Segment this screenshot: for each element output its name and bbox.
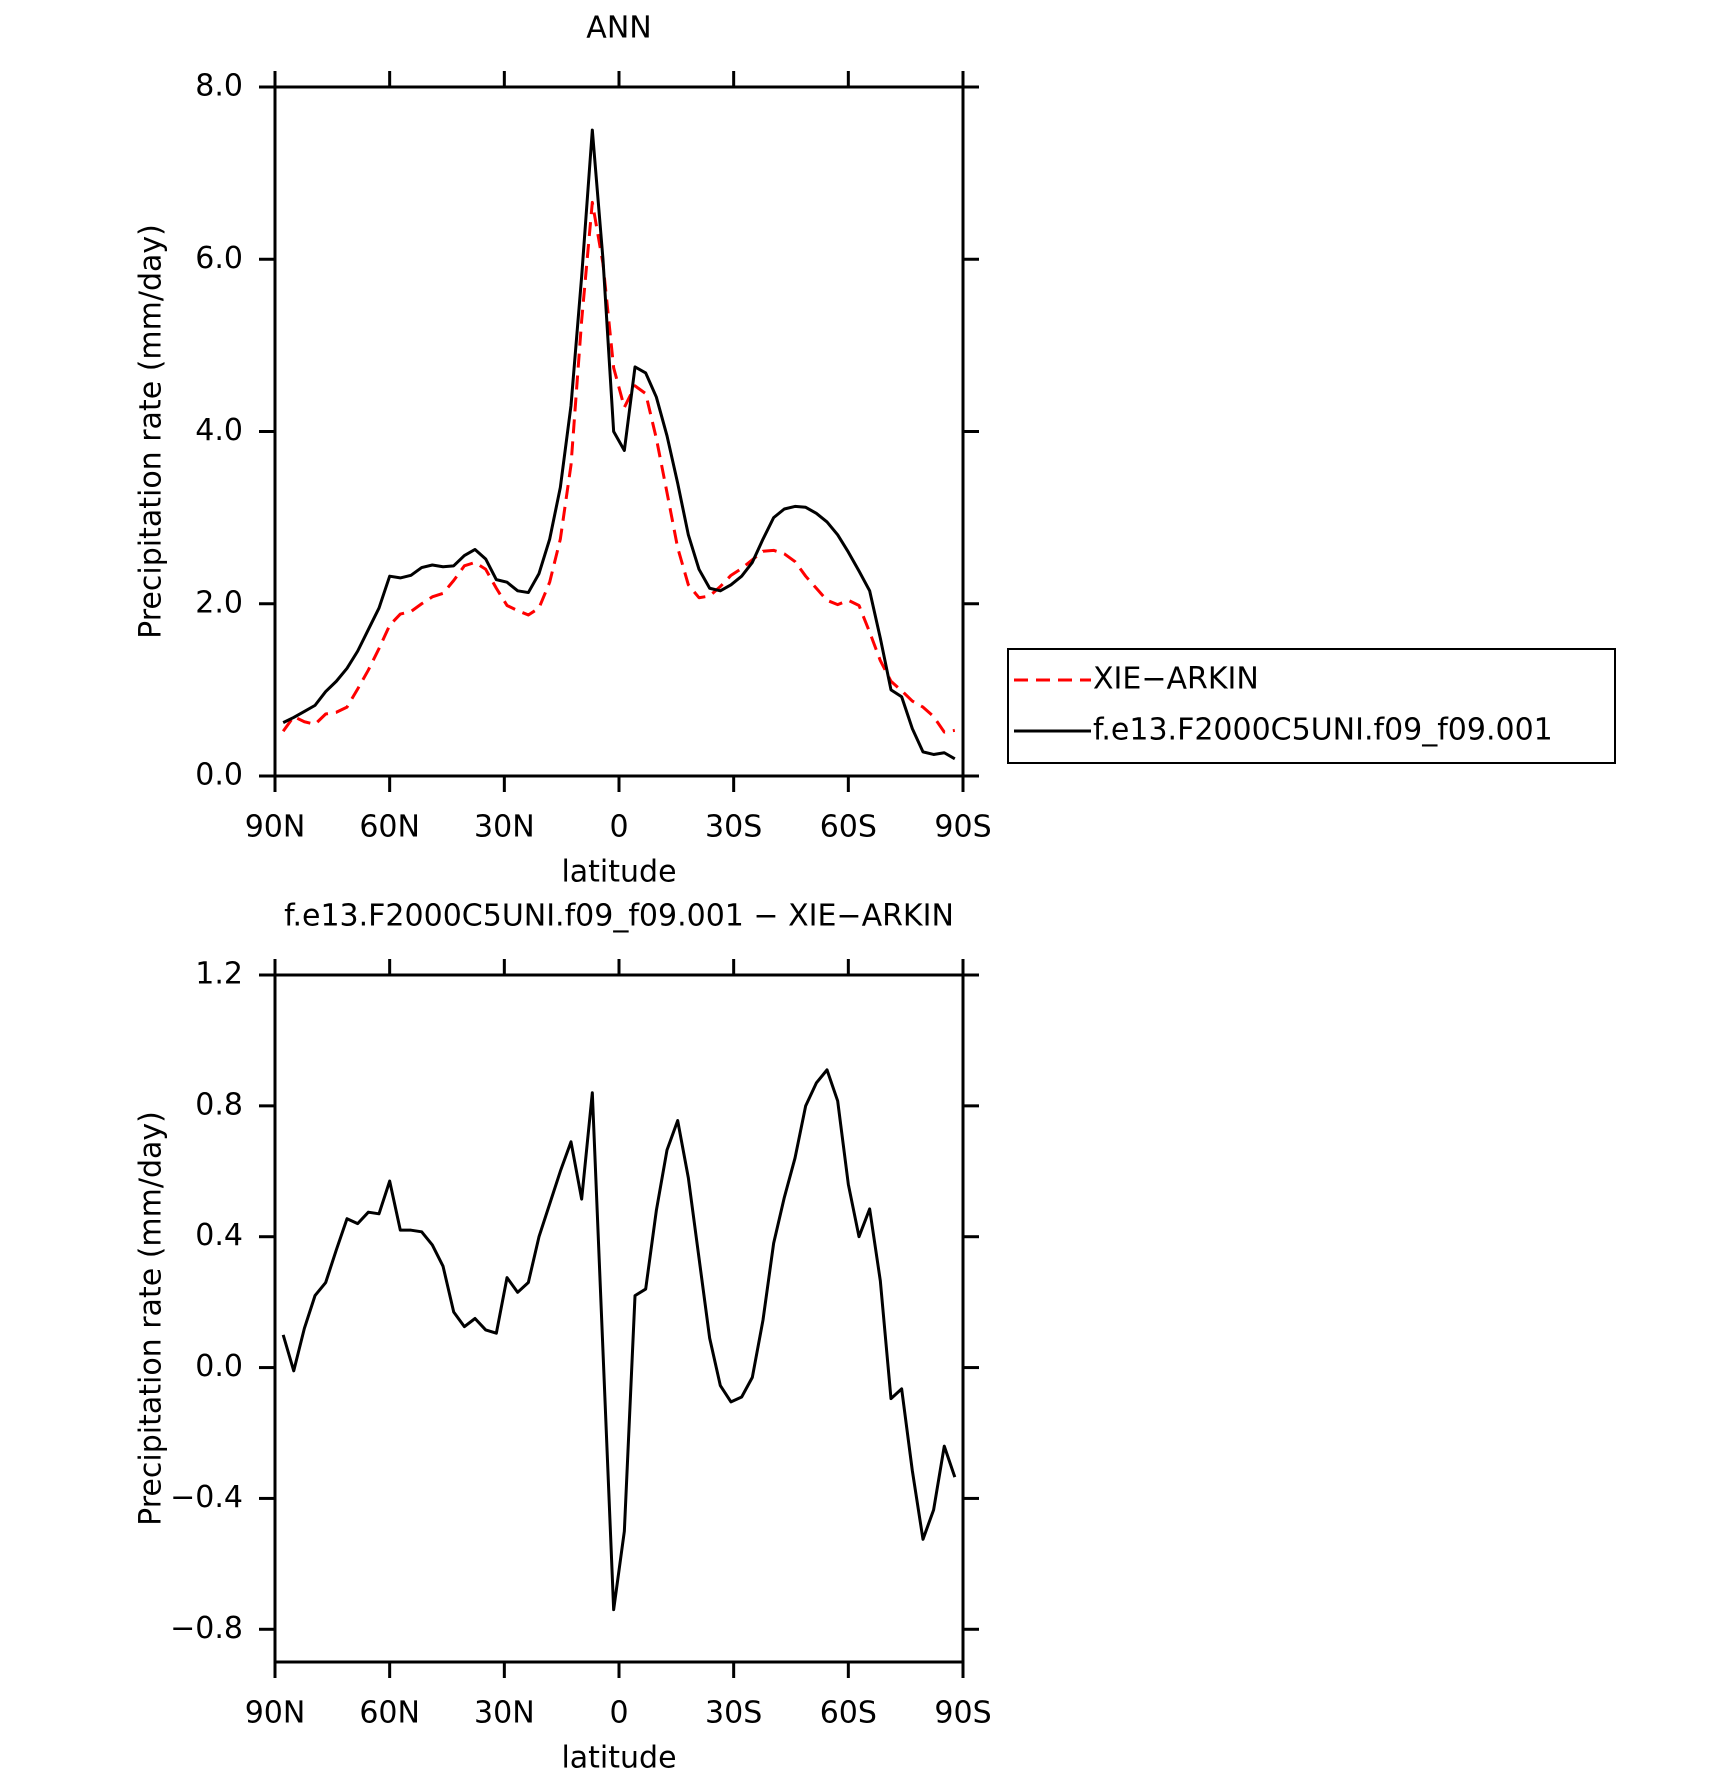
plot-frame	[273, 85, 965, 778]
legend-label: XIE−ARKIN	[1093, 662, 1259, 697]
chart-title: ANN	[586, 11, 651, 46]
x-tick-label: 30S	[705, 810, 762, 845]
x-tick-label: 30N	[474, 810, 535, 845]
x-tick-label: 90S	[934, 1696, 991, 1731]
x-tick-label: 90N	[245, 810, 306, 845]
x-tick-label: 90S	[934, 810, 991, 845]
y-tick-label: 0.8	[195, 1087, 243, 1122]
x-tick-label: 60S	[820, 1696, 877, 1731]
x-tick-label: 60N	[359, 1696, 420, 1731]
data-line	[282, 128, 956, 761]
plot-frame	[273, 973, 965, 1664]
y-axis-label: Precipitation rate (mm/day)	[134, 224, 169, 639]
y-tick-label: 2.0	[195, 585, 243, 620]
x-tick-label: 0	[609, 810, 628, 845]
data-line	[281, 200, 956, 734]
x-tick-label: 30S	[705, 1696, 762, 1731]
y-tick-label: 8.0	[195, 69, 243, 104]
y-tick-label: −0.8	[170, 1611, 243, 1646]
x-tick-label: 30N	[474, 1696, 535, 1731]
y-tick-label: 1.2	[195, 957, 243, 992]
x-tick-label: 60S	[820, 810, 877, 845]
y-tick-label: 0.4	[195, 1218, 243, 1253]
y-tick-label: 0.0	[195, 758, 243, 793]
x-tick-label: 90N	[245, 1696, 306, 1731]
x-axis-label: latitude	[561, 855, 676, 890]
y-tick-label: 4.0	[195, 413, 243, 448]
x-axis-label: latitude	[561, 1741, 676, 1773]
x-tick-label: 60N	[359, 810, 420, 845]
legend-box	[1007, 648, 1616, 764]
x-tick-label: 0	[609, 1696, 628, 1731]
y-axis-label: Precipitation rate (mm/day)	[134, 1111, 169, 1526]
y-tick-label: 0.0	[195, 1349, 243, 1384]
y-tick-label: 6.0	[195, 241, 243, 276]
legend-label: f.e13.F2000C5UNI.f09_f09.001	[1093, 713, 1553, 748]
y-tick-label: −0.4	[170, 1480, 243, 1515]
chart-title: f.e13.F2000C5UNI.f09_f09.001 − XIE−ARKIN	[284, 899, 954, 934]
data-line	[281, 1068, 957, 1612]
